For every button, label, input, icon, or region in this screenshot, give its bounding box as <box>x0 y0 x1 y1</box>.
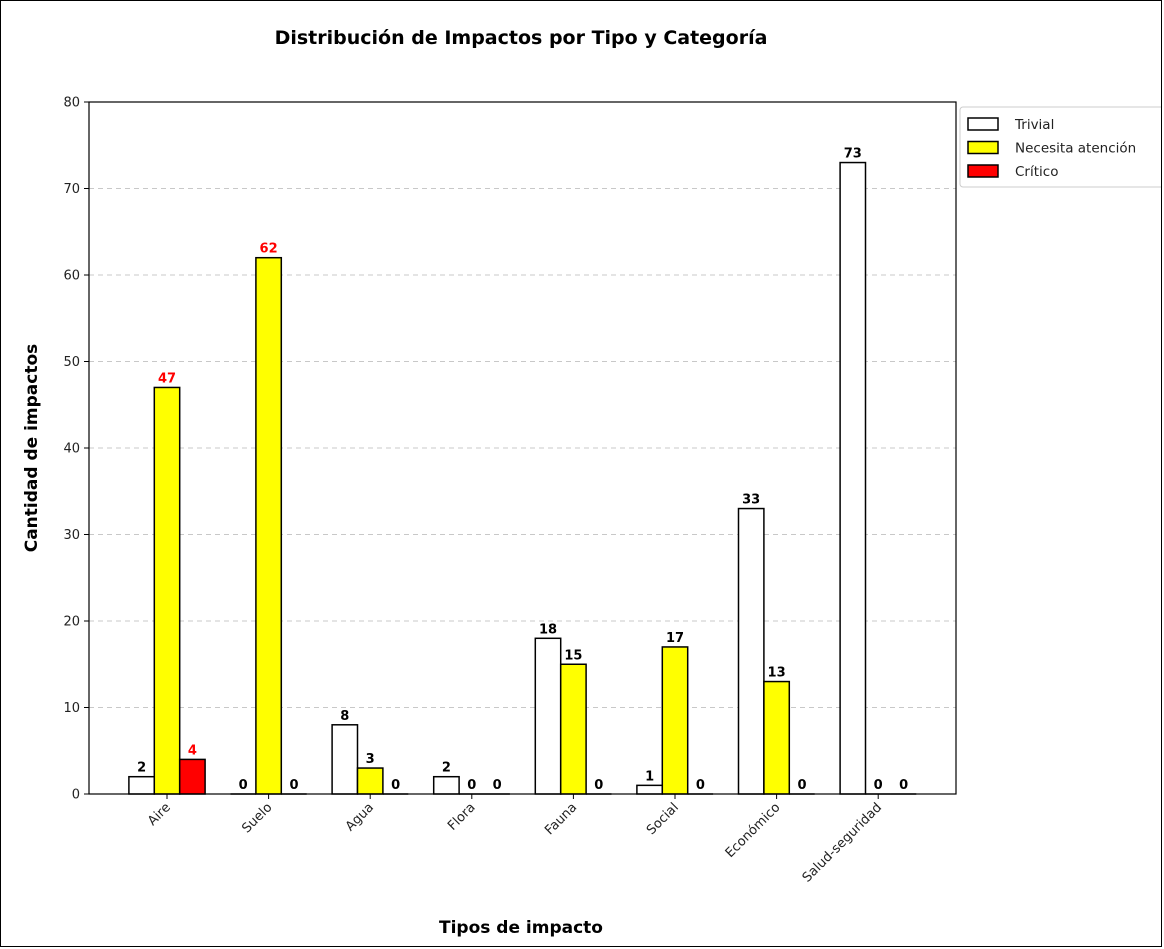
bar-trivial-aire <box>128 775 156 795</box>
bar-value-label: 17 <box>666 631 684 646</box>
bar-value-label: 33 <box>742 493 760 508</box>
bar-value-label: 0 <box>874 778 883 793</box>
y-tick-label: 80 <box>63 96 80 111</box>
x-tick-label: Agua <box>343 800 377 834</box>
legend-swatch-trivial <box>967 117 999 131</box>
legend-box <box>959 106 1161 188</box>
bar-trivial-fauna <box>534 637 562 795</box>
y-axis: 0 10 20 30 40 50 60 70 80 <box>63 96 89 803</box>
bar-value-label: 0 <box>493 778 502 793</box>
bar-value-label: 0 <box>289 778 298 793</box>
bar-value-label: 3 <box>366 752 375 767</box>
y-tick-label: 0 <box>72 788 80 803</box>
legend: Trivial Necesita atención Crítico <box>959 106 1161 188</box>
bar-value-label: 0 <box>391 778 400 793</box>
bar-critico-aire <box>178 758 206 795</box>
bars-group <box>128 161 917 795</box>
x-tick-label: Económico <box>723 800 784 861</box>
bar-trivial-agua <box>331 724 359 795</box>
legend-swatch-critico <box>967 164 999 178</box>
x-axis-label: Tipos de impacto <box>439 918 603 938</box>
legend-swatch-necesita-atencion <box>967 140 999 155</box>
bar-trivial-salud-seguridad <box>839 161 867 795</box>
bar-trivial-flora <box>432 775 460 795</box>
bar-value-label: 47 <box>158 371 176 386</box>
bar-value-label: 0 <box>239 778 248 793</box>
bar-value-label: 0 <box>899 778 908 793</box>
y-tick-label: 70 <box>63 182 80 197</box>
bar-necesita-atencion-economico <box>763 680 791 795</box>
legend-label-necesita-atencion: Necesita atención <box>1015 141 1136 157</box>
bar-value-label: 13 <box>768 666 786 681</box>
y-tick-label: 10 <box>63 701 80 716</box>
bar-necesita-atencion-suelo <box>255 256 283 795</box>
bar-trivial-economico <box>737 507 765 795</box>
bar-value-label: 0 <box>467 778 476 793</box>
grid-lines <box>89 188 956 708</box>
bar-value-label: 2 <box>137 761 146 776</box>
x-tick-label: Suelo <box>239 800 275 836</box>
bar-necesita-atencion-agua <box>356 767 384 795</box>
legend-label-trivial: Trivial <box>1014 117 1054 133</box>
bar-value-label: 8 <box>340 709 349 724</box>
y-tick-label: 30 <box>63 528 80 543</box>
bar-value-label: 2 <box>442 761 451 776</box>
y-tick-label: 60 <box>63 269 80 284</box>
bar-necesita-atencion-aire <box>153 386 181 795</box>
bar-value-label: 73 <box>844 147 862 162</box>
bar-value-label: 0 <box>594 778 603 793</box>
x-tick-label: Salud-seguridad <box>800 800 885 885</box>
bar-necesita-atencion-social <box>661 646 689 795</box>
bar-value-label: 15 <box>564 648 582 663</box>
x-axis: Aire Suelo Agua Flora Fauna Social Económico Sa… <box>145 794 885 886</box>
x-tick-label: Aire <box>145 800 174 829</box>
y-tick-label: 40 <box>63 442 80 457</box>
legend-label-critico: Crítico <box>1015 164 1058 180</box>
bar-trivial-social <box>636 784 664 795</box>
bar-value-label: 0 <box>696 778 705 793</box>
y-tick-label: 50 <box>63 355 80 370</box>
y-tick-label: 20 <box>63 615 80 630</box>
bar-value-label: 1 <box>645 769 654 784</box>
x-tick-label: Flora <box>445 800 478 833</box>
bar-value-label: 62 <box>260 242 278 257</box>
bar-necesita-atencion-fauna <box>559 663 587 795</box>
y-axis-label: Cantidad de impactos <box>22 344 42 553</box>
bar-labels-group: 2 47 4 0 62 0 8 3 0 2 0 0 18 15 0 1 17 0 33 13 0 73 0 0 <box>137 147 908 793</box>
bar-value-label: 0 <box>797 778 806 793</box>
x-tick-label: Fauna <box>542 800 580 838</box>
bar-value-label: 18 <box>539 622 557 637</box>
bar-value-label: 4 <box>188 743 197 758</box>
chart-title: Distribución de Impactos por Tipo y Cate… <box>275 27 768 49</box>
x-tick-label: Social <box>644 800 682 838</box>
